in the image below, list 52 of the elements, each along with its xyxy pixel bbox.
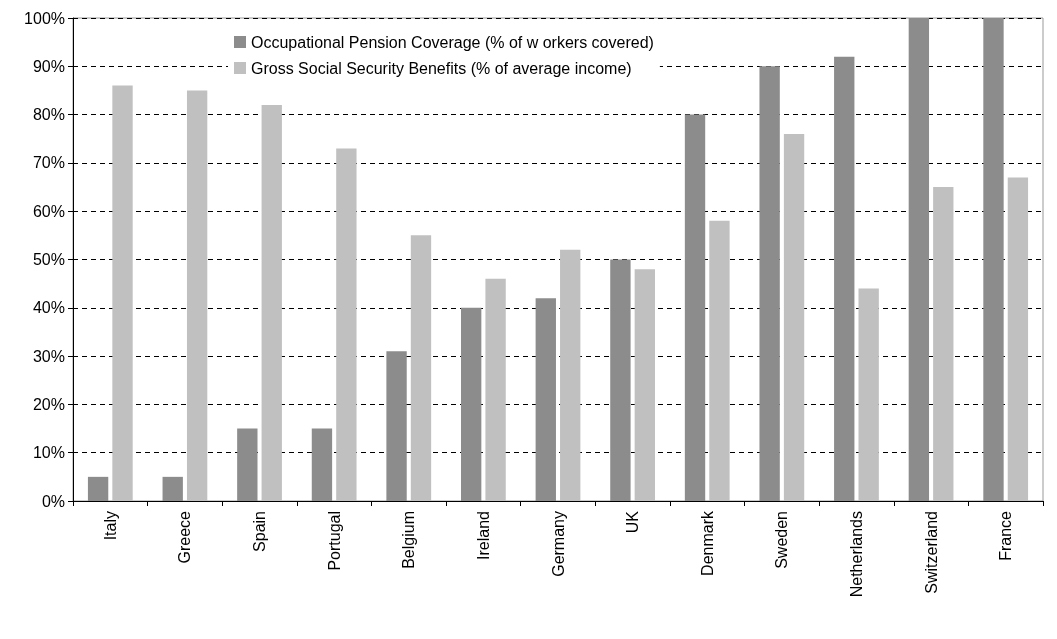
y-tick-label: 90%	[32, 57, 65, 75]
y-tick-label: 0%	[41, 492, 65, 510]
legend-label: Occupational Pension Coverage (% of w orkers covered)	[251, 33, 654, 51]
bar	[336, 148, 357, 501]
x-tick-label: Switzerland	[922, 511, 940, 594]
y-tick-label: 60%	[32, 202, 65, 220]
x-tick-label: Portugal	[325, 511, 343, 571]
x-tick-label: Germany	[549, 511, 567, 577]
bar	[983, 18, 1004, 501]
x-tick-label: France	[997, 510, 1015, 561]
bar	[311, 428, 333, 501]
y-tick-label: 30%	[32, 347, 65, 365]
y-tick-label: 70%	[32, 154, 65, 172]
bar	[759, 66, 780, 501]
bar	[858, 288, 879, 501]
y-tick-label: 50%	[32, 251, 65, 268]
legend-label: Gross Social Security Benefits (% of average income)	[251, 59, 632, 77]
bar	[1007, 177, 1029, 501]
bar	[461, 307, 482, 501]
bar	[634, 269, 655, 501]
bar	[87, 476, 109, 501]
bar	[485, 278, 506, 501]
bar	[834, 56, 855, 501]
x-tick-label: Spain	[251, 511, 269, 552]
x-tick-label: Ireland	[474, 511, 492, 560]
bar	[783, 133, 805, 501]
bar	[610, 259, 631, 501]
bar	[560, 249, 581, 501]
x-tick-label: Sweden	[773, 511, 791, 569]
x-tick-label: Greece	[176, 510, 194, 564]
y-tick-label: 10%	[32, 444, 65, 462]
bar	[933, 187, 954, 501]
bar	[112, 85, 133, 501]
y-tick-label: 80%	[32, 106, 65, 124]
bar	[237, 428, 258, 501]
x-tick-label: Italy	[101, 511, 119, 541]
bar	[908, 18, 930, 501]
x-tick-label: Belgium	[400, 511, 418, 569]
bar	[261, 104, 282, 501]
y-tick-label: 40%	[32, 299, 65, 317]
y-tick-label: 100%	[24, 9, 65, 27]
x-tick-label: Denmark	[698, 510, 716, 576]
x-tick-label: UK	[624, 510, 642, 534]
bar	[410, 235, 432, 501]
bar	[186, 90, 208, 501]
y-tick-label: 20%	[32, 395, 65, 413]
bar	[162, 476, 183, 501]
bar	[386, 351, 407, 501]
x-tick-label: Netherlands	[847, 511, 865, 598]
bar	[535, 298, 556, 501]
bar	[709, 220, 730, 501]
bar	[684, 114, 706, 501]
